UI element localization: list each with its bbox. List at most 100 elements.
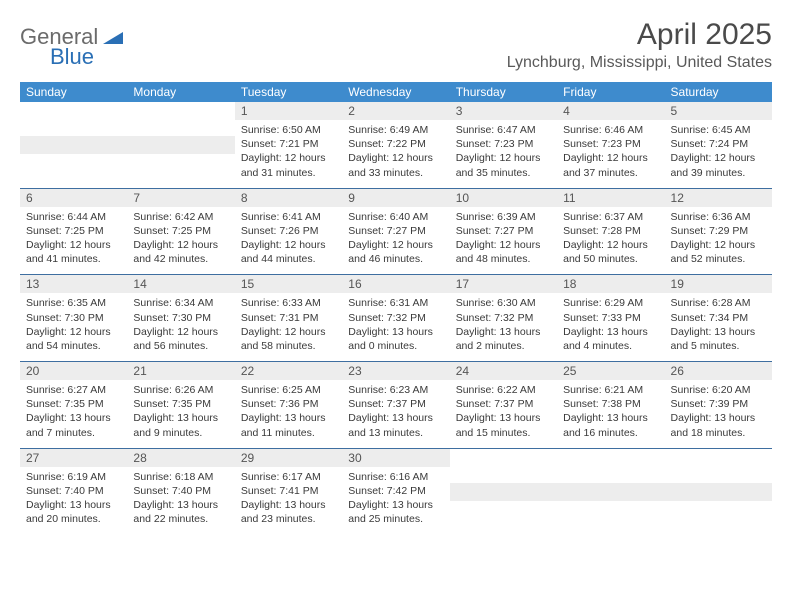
sunrise-text: Sunrise: 6:47 AM [456, 123, 551, 137]
day-number: 13 [20, 275, 127, 293]
daylight-text: Daylight: 13 hours and 5 minutes. [671, 325, 766, 353]
day-body: Sunrise: 6:36 AMSunset: 7:29 PMDaylight:… [665, 207, 772, 275]
sunset-text: Sunset: 7:27 PM [348, 224, 443, 238]
sunset-text: Sunset: 7:42 PM [348, 484, 443, 498]
daylight-text: Daylight: 12 hours and 54 minutes. [26, 325, 121, 353]
sunset-text: Sunset: 7:24 PM [671, 137, 766, 151]
day-cell: 10Sunrise: 6:39 AMSunset: 7:27 PMDayligh… [450, 188, 557, 275]
day-cell: 18Sunrise: 6:29 AMSunset: 7:33 PMDayligh… [557, 275, 664, 362]
sunrise-text: Sunrise: 6:18 AM [133, 470, 228, 484]
sunrise-text: Sunrise: 6:30 AM [456, 296, 551, 310]
dow-monday: Monday [127, 82, 234, 102]
sunset-text: Sunset: 7:22 PM [348, 137, 443, 151]
day-cell: 15Sunrise: 6:33 AMSunset: 7:31 PMDayligh… [235, 275, 342, 362]
daylight-text: Daylight: 12 hours and 46 minutes. [348, 238, 443, 266]
sunset-text: Sunset: 7:21 PM [241, 137, 336, 151]
sunrise-text: Sunrise: 6:44 AM [26, 210, 121, 224]
day-cell: 12Sunrise: 6:36 AMSunset: 7:29 PMDayligh… [665, 188, 772, 275]
daylight-text: Daylight: 12 hours and 33 minutes. [348, 151, 443, 179]
day-body: Sunrise: 6:17 AMSunset: 7:41 PMDaylight:… [235, 467, 342, 535]
daylight-text: Daylight: 12 hours and 31 minutes. [241, 151, 336, 179]
sunrise-text: Sunrise: 6:35 AM [26, 296, 121, 310]
day-body: Sunrise: 6:20 AMSunset: 7:39 PMDaylight:… [665, 380, 772, 448]
day-body: Sunrise: 6:42 AMSunset: 7:25 PMDaylight:… [127, 207, 234, 275]
day-cell: 9 Sunrise: 6:40 AMSunset: 7:27 PMDaylight… [342, 188, 449, 275]
sunset-text: Sunset: 7:34 PM [671, 311, 766, 325]
day-number: 3 [450, 102, 557, 120]
day-number: 19 [665, 275, 772, 293]
daylight-text: Daylight: 13 hours and 15 minutes. [456, 411, 551, 439]
day-number: 16 [342, 275, 449, 293]
day-cell: 28Sunrise: 6:18 AMSunset: 7:40 PMDayligh… [127, 448, 234, 534]
sunset-text: Sunset: 7:38 PM [563, 397, 658, 411]
daylight-text: Daylight: 13 hours and 13 minutes. [348, 411, 443, 439]
daylight-text: Daylight: 13 hours and 2 minutes. [456, 325, 551, 353]
sunrise-text: Sunrise: 6:40 AM [348, 210, 443, 224]
day-number: 9 [342, 189, 449, 207]
daylight-text: Daylight: 13 hours and 16 minutes. [563, 411, 658, 439]
empty-cell [20, 102, 127, 188]
sunrise-text: Sunrise: 6:34 AM [133, 296, 228, 310]
sunset-text: Sunset: 7:27 PM [456, 224, 551, 238]
day-cell: 11Sunrise: 6:37 AMSunset: 7:28 PMDayligh… [557, 188, 664, 275]
day-body: Sunrise: 6:31 AMSunset: 7:32 PMDaylight:… [342, 293, 449, 361]
day-number: 6 [20, 189, 127, 207]
day-body: Sunrise: 6:49 AMSunset: 7:22 PMDaylight:… [342, 120, 449, 188]
dow-wednesday: Wednesday [342, 82, 449, 102]
daylight-text: Daylight: 13 hours and 7 minutes. [26, 411, 121, 439]
day-body: Sunrise: 6:34 AMSunset: 7:30 PMDaylight:… [127, 293, 234, 361]
day-number: 11 [557, 189, 664, 207]
daylight-text: Daylight: 12 hours and 44 minutes. [241, 238, 336, 266]
day-number: 22 [235, 362, 342, 380]
daylight-text: Daylight: 12 hours and 42 minutes. [133, 238, 228, 266]
sunrise-text: Sunrise: 6:27 AM [26, 383, 121, 397]
sunset-text: Sunset: 7:26 PM [241, 224, 336, 238]
sunrise-text: Sunrise: 6:37 AM [563, 210, 658, 224]
day-cell: 25Sunrise: 6:21 AMSunset: 7:38 PMDayligh… [557, 362, 664, 449]
day-body: Sunrise: 6:30 AMSunset: 7:32 PMDaylight:… [450, 293, 557, 361]
sunset-text: Sunset: 7:30 PM [26, 311, 121, 325]
sunrise-text: Sunrise: 6:17 AM [241, 470, 336, 484]
day-body: Sunrise: 6:37 AMSunset: 7:28 PMDaylight:… [557, 207, 664, 275]
day-cell: 8Sunrise: 6:41 AMSunset: 7:26 PMDaylight… [235, 188, 342, 275]
day-number: 29 [235, 449, 342, 467]
sunset-text: Sunset: 7:29 PM [671, 224, 766, 238]
sunrise-text: Sunrise: 6:45 AM [671, 123, 766, 137]
day-cell: 24Sunrise: 6:22 AMSunset: 7:37 PMDayligh… [450, 362, 557, 449]
day-number: 21 [127, 362, 234, 380]
sunset-text: Sunset: 7:28 PM [563, 224, 658, 238]
day-body: Sunrise: 6:19 AMSunset: 7:40 PMDaylight:… [20, 467, 127, 535]
daylight-text: Daylight: 12 hours and 58 minutes. [241, 325, 336, 353]
week-row: 20Sunrise: 6:27 AMSunset: 7:35 PMDayligh… [20, 362, 772, 449]
sunrise-text: Sunrise: 6:31 AM [348, 296, 443, 310]
page-title: April 2025 [507, 18, 772, 52]
week-row: 1Sunrise: 6:50 AMSunset: 7:21 PMDaylight… [20, 102, 772, 188]
day-cell: 30Sunrise: 6:16 AMSunset: 7:42 PMDayligh… [342, 448, 449, 534]
day-cell: 29Sunrise: 6:17 AMSunset: 7:41 PMDayligh… [235, 448, 342, 534]
day-number: 17 [450, 275, 557, 293]
sunset-text: Sunset: 7:40 PM [133, 484, 228, 498]
sunrise-text: Sunrise: 6:50 AM [241, 123, 336, 137]
day-number: 28 [127, 449, 234, 467]
sunrise-text: Sunrise: 6:29 AM [563, 296, 658, 310]
day-body: Sunrise: 6:50 AMSunset: 7:21 PMDaylight:… [235, 120, 342, 188]
day-number: 24 [450, 362, 557, 380]
day-cell: 7Sunrise: 6:42 AMSunset: 7:25 PMDaylight… [127, 188, 234, 275]
daylight-text: Daylight: 13 hours and 0 minutes. [348, 325, 443, 353]
day-body: Sunrise: 6:25 AMSunset: 7:36 PMDaylight:… [235, 380, 342, 448]
day-cell: 27Sunrise: 6:19 AMSunset: 7:40 PMDayligh… [20, 448, 127, 534]
daylight-text: Daylight: 13 hours and 4 minutes. [563, 325, 658, 353]
daylight-text: Daylight: 13 hours and 11 minutes. [241, 411, 336, 439]
day-number: 8 [235, 189, 342, 207]
day-cell: 17Sunrise: 6:30 AMSunset: 7:32 PMDayligh… [450, 275, 557, 362]
day-cell: 20Sunrise: 6:27 AMSunset: 7:35 PMDayligh… [20, 362, 127, 449]
sunrise-text: Sunrise: 6:42 AM [133, 210, 228, 224]
day-body: Sunrise: 6:21 AMSunset: 7:38 PMDaylight:… [557, 380, 664, 448]
day-number: 2 [342, 102, 449, 120]
daylight-text: Daylight: 12 hours and 41 minutes. [26, 238, 121, 266]
day-body: Sunrise: 6:27 AMSunset: 7:35 PMDaylight:… [20, 380, 127, 448]
sunrise-text: Sunrise: 6:49 AM [348, 123, 443, 137]
dow-tuesday: Tuesday [235, 82, 342, 102]
sunrise-text: Sunrise: 6:20 AM [671, 383, 766, 397]
empty-cell [557, 448, 664, 534]
